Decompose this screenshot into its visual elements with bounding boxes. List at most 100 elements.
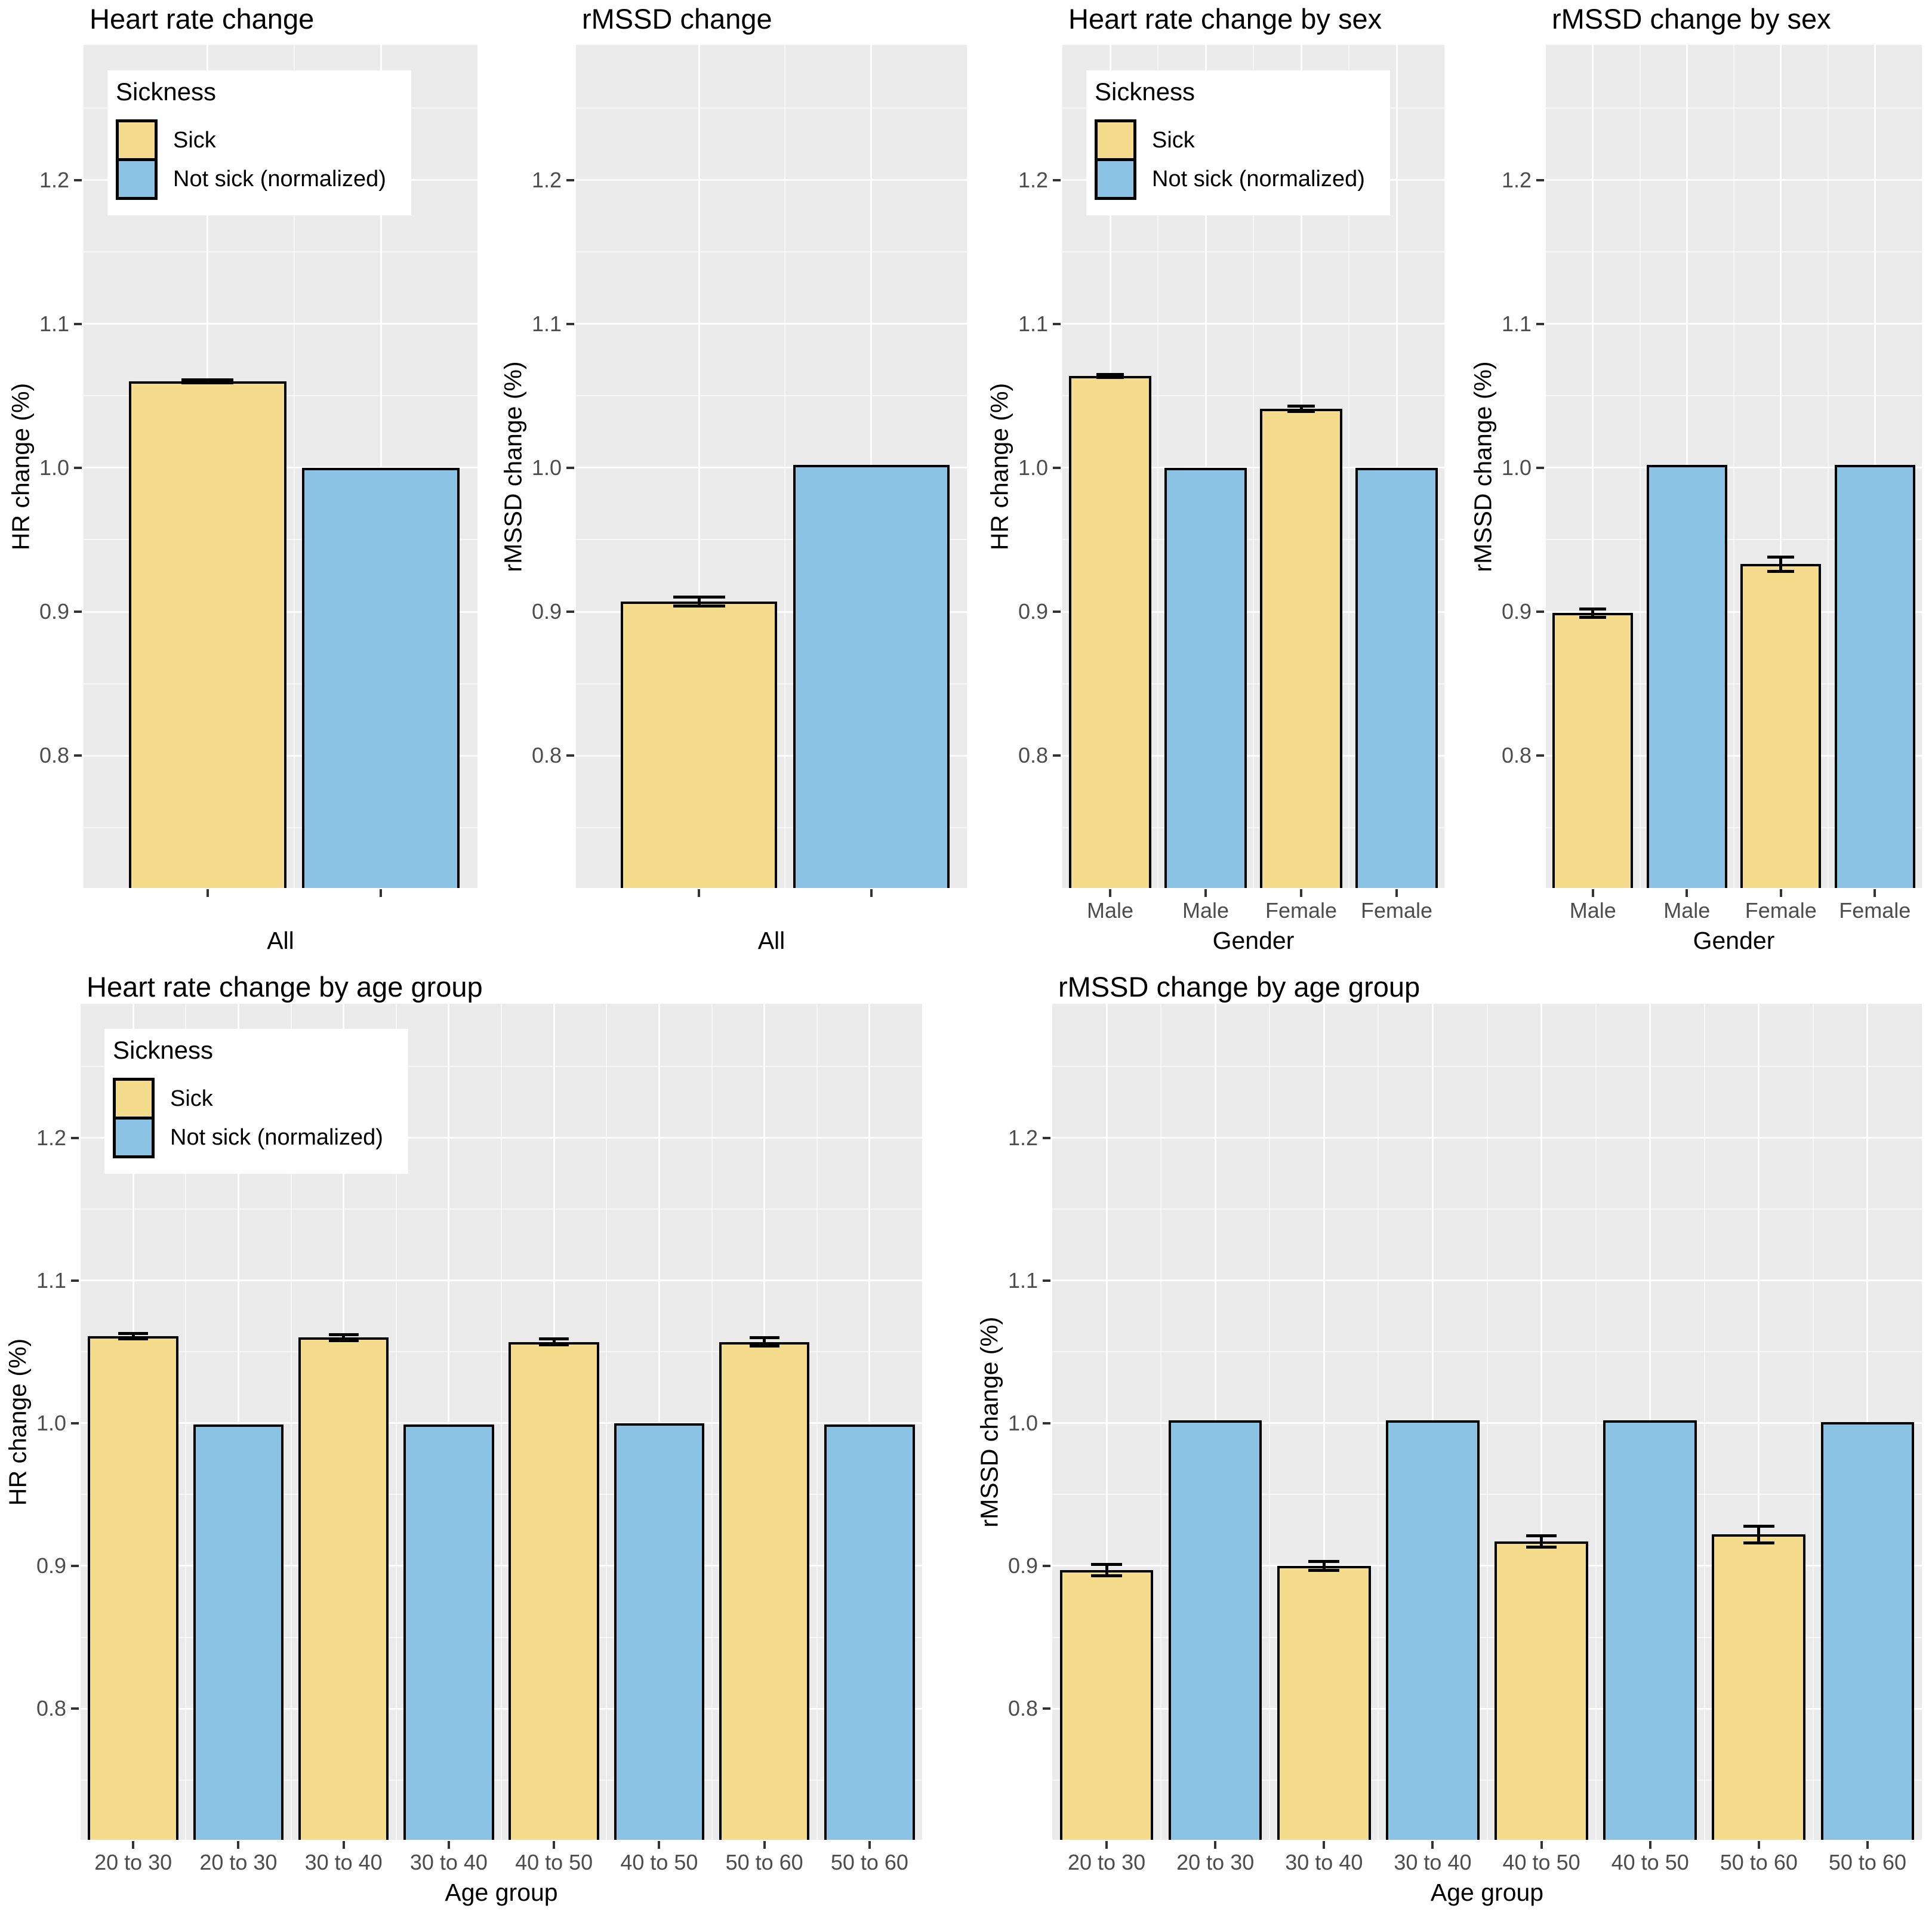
x-tick-label: 20 to 30: [1176, 1850, 1255, 1874]
bar-not-sick: [793, 465, 950, 888]
gridline-minor-horizontal: [576, 395, 967, 397]
error-bar: [342, 1334, 346, 1341]
gridline-major-horizontal: [576, 179, 967, 181]
gridline-minor-vertical: [784, 45, 786, 888]
y-tick-label: 1.2: [39, 167, 69, 192]
error-bar: [1757, 1526, 1761, 1543]
gridline-minor-vertical: [1253, 45, 1254, 888]
x-tick-mark: [447, 1841, 450, 1849]
bar-sick: [128, 381, 286, 888]
error-bar: [552, 1339, 556, 1345]
x-axis-title: Gender: [1212, 927, 1295, 954]
x-tick-label: 30 to 40: [1394, 1850, 1472, 1874]
panel-title: rMSSD change by age group: [1058, 971, 1421, 1003]
x-tick-mark: [698, 889, 701, 897]
y-tick-label: 1.1: [1501, 311, 1532, 336]
error-bar-cap: [1767, 555, 1795, 559]
gridline-major-vertical: [380, 45, 382, 888]
x-tick-mark: [1686, 889, 1688, 897]
gridline-minor-vertical: [290, 1004, 292, 1840]
plot-area: [576, 45, 967, 888]
x-tick-label: 30 to 40: [409, 1850, 488, 1874]
error-bar-cap: [673, 604, 725, 608]
bar-not-sick: [403, 1424, 494, 1840]
error-bar-cap: [1287, 410, 1315, 414]
y-tick-label: 0.8: [1018, 743, 1048, 768]
x-tick-label: 20 to 30: [199, 1850, 278, 1874]
error-bar-cap: [539, 1337, 569, 1341]
error-bar-cap: [118, 1331, 149, 1335]
error-bar: [763, 1337, 766, 1346]
bar-sick: [1552, 613, 1634, 888]
x-tick-label: 40 to 50: [515, 1850, 593, 1874]
y-tick-mark: [1536, 610, 1544, 613]
x-tick-label: Female: [1360, 898, 1433, 923]
y-tick-label: 0.9: [39, 599, 69, 624]
x-tick-mark: [237, 1841, 240, 1849]
gridline-major-vertical: [1323, 1004, 1325, 1840]
x-tick-label: Female: [1265, 898, 1338, 923]
y-tick-label: 1.0: [39, 455, 69, 480]
y-tick-label: 1.1: [36, 1268, 66, 1293]
y-tick-mark: [1043, 1279, 1050, 1282]
y-tick-label: 0.8: [1501, 743, 1532, 768]
error-bar: [1779, 557, 1783, 572]
bar-not-sick: [1646, 465, 1727, 888]
y-tick-label: 1.0: [1501, 455, 1532, 480]
legend-title: Sickness: [116, 78, 217, 106]
gridline-major-vertical: [1758, 1004, 1760, 1840]
gridline-major-vertical: [1592, 45, 1594, 888]
y-tick-label: 0.9: [1501, 599, 1532, 624]
y-tick-mark: [71, 1422, 79, 1424]
x-tick-mark: [1105, 1841, 1108, 1849]
error-bar-cap: [328, 1339, 359, 1342]
bar-not-sick: [1168, 1420, 1262, 1840]
error-bar-cap: [749, 1336, 779, 1339]
error-bar-cap: [118, 1337, 149, 1341]
y-tick-label: 0.9: [36, 1553, 66, 1578]
error-bar-cap: [1308, 1560, 1340, 1564]
y-tick-mark: [1043, 1136, 1050, 1139]
gridline-minor-vertical: [294, 45, 295, 888]
error-bar-cap: [539, 1343, 569, 1346]
sickness-legend: Sickness Sick Not sick (normalized): [1086, 70, 1390, 215]
x-tick-mark: [1591, 889, 1594, 897]
chart-panel-hr-all: Heart rate change HR change (%) All Sick…: [0, 0, 483, 955]
x-tick-mark: [553, 1841, 556, 1849]
y-tick-label: 0.9: [1007, 1553, 1038, 1578]
gridline-minor-vertical: [1378, 1004, 1379, 1840]
legend-key-sick-swatch: [1095, 119, 1136, 161]
bar-sick: [1495, 1541, 1588, 1840]
y-tick-mark: [1053, 466, 1061, 469]
panel-title: Heart rate change: [90, 3, 315, 35]
y-tick-mark: [1536, 466, 1544, 469]
bar-not-sick: [1164, 467, 1247, 888]
y-tick-mark: [566, 178, 574, 181]
panel-title: rMSSD change: [582, 3, 772, 35]
y-tick-label: 1.2: [1007, 1125, 1038, 1150]
y-tick-label: 1.0: [1007, 1410, 1038, 1435]
y-tick-mark: [1053, 178, 1061, 181]
error-bar-cap: [1287, 404, 1315, 408]
gridline-minor-vertical: [1812, 1004, 1814, 1840]
y-tick-mark: [74, 178, 82, 181]
x-tick-mark: [1866, 1841, 1869, 1849]
y-tick-mark: [566, 610, 574, 613]
plot-area: [1546, 45, 1922, 888]
x-axis-title: Age group: [1430, 1879, 1544, 1906]
panel-title: Heart rate change by sex: [1068, 3, 1382, 35]
gridline-minor-horizontal: [576, 539, 967, 541]
sickness-legend: Sickness Sick Not sick (normalized): [107, 70, 411, 215]
gridline-minor-vertical: [185, 1004, 187, 1840]
gridline-minor-vertical: [1160, 1004, 1162, 1840]
x-tick-label: 20 to 30: [94, 1850, 172, 1874]
gridline-major-vertical: [1540, 1004, 1543, 1840]
error-bar-cap: [1526, 1534, 1557, 1538]
error-bar: [1322, 1561, 1326, 1571]
error-bar-cap: [328, 1333, 359, 1337]
y-tick-mark: [71, 1564, 79, 1567]
gridline-minor-horizontal: [84, 251, 477, 253]
y-tick-label: 0.8: [36, 1696, 66, 1721]
y-tick-mark: [74, 610, 82, 613]
error-bar: [1105, 1564, 1108, 1576]
